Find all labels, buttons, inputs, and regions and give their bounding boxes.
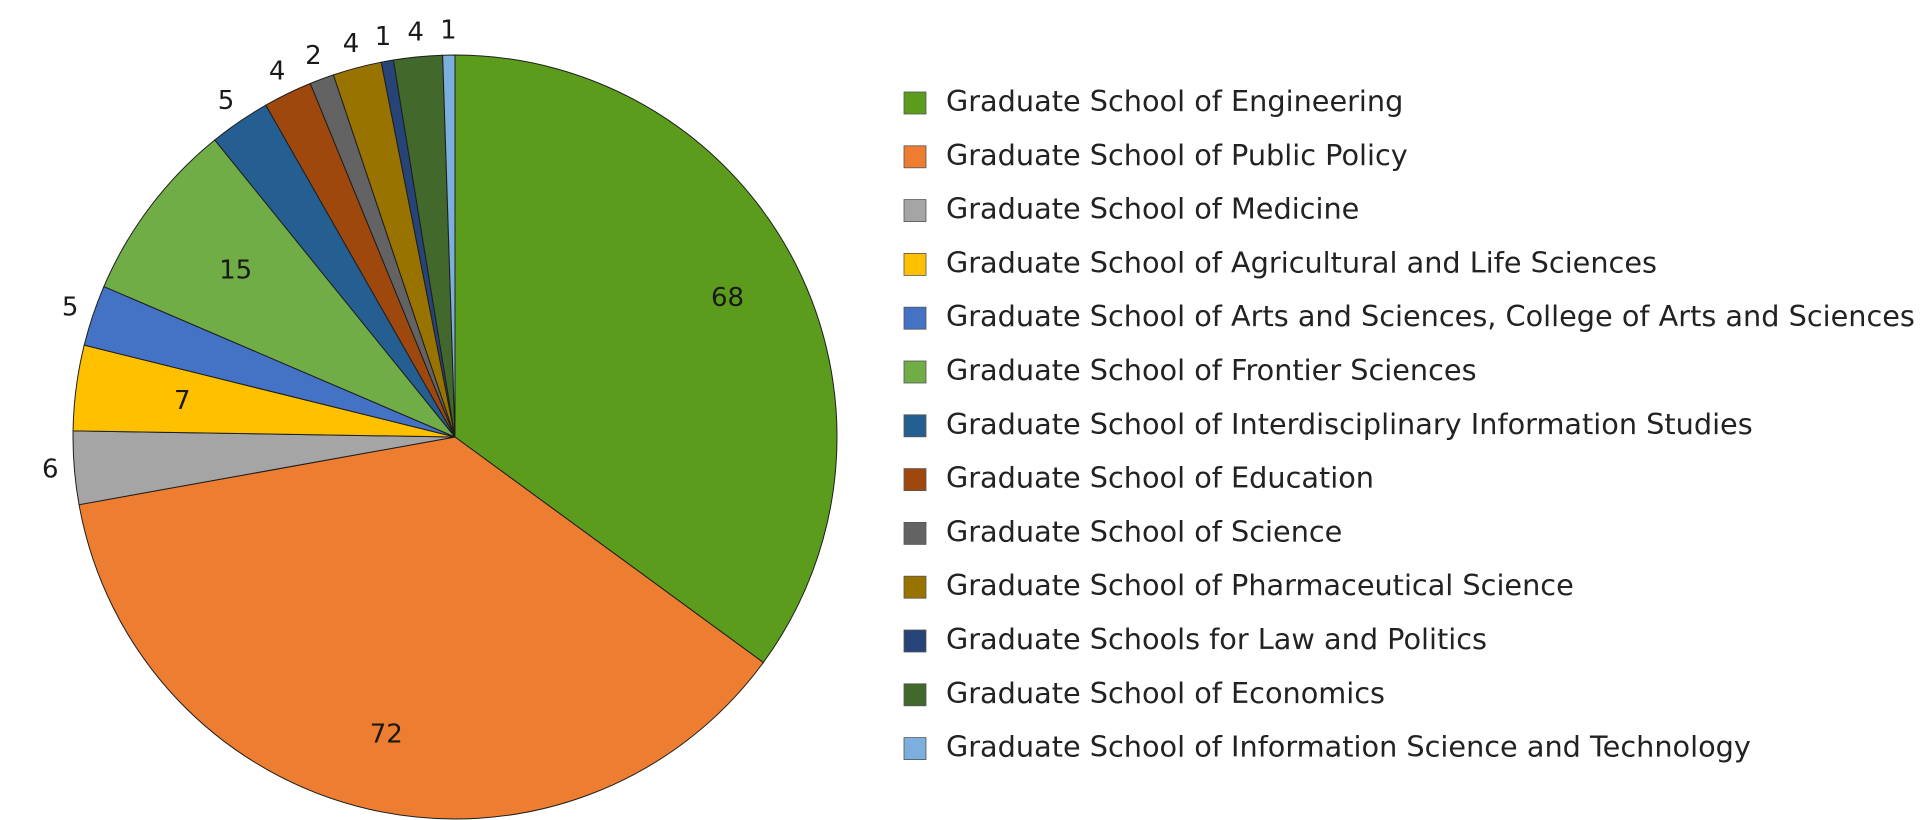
pie-slices — [72, 54, 838, 820]
legend-item: Graduate School of Public Policy — [903, 138, 1408, 172]
legend-item: Graduate School of Frontier Sciences — [903, 353, 1477, 387]
legend-label: Graduate School of Agricultural and Life… — [946, 245, 1657, 279]
legend-item: Graduate School of Engineering — [903, 84, 1403, 118]
legend-label: Graduate School of Frontier Sciences — [946, 353, 1477, 387]
legend-swatch — [903, 468, 927, 492]
legend-label: Graduate School of Engineering — [946, 84, 1403, 118]
pie-data-label: 6 — [42, 454, 59, 484]
pie-data-label: 4 — [269, 57, 286, 87]
pie-data-label: 4 — [407, 17, 424, 47]
legend-item: Graduate School of Science — [903, 514, 1342, 548]
legend-label: Graduate School of Arts and Sciences, Co… — [946, 299, 1915, 333]
pie-data-label: 68 — [711, 283, 744, 313]
legend-swatch — [903, 414, 927, 438]
legend-item: Graduate School of Medicine — [903, 192, 1359, 226]
legend-item: Graduate School of Agricultural and Life… — [903, 245, 1657, 279]
legend-item: Graduate School of Education — [903, 461, 1374, 495]
legend-item: Graduate School of Pharmaceutical Scienc… — [903, 568, 1574, 602]
pie-slice — [78, 436, 765, 820]
legend-label: Graduate School of Education — [946, 461, 1374, 495]
legend-swatch — [903, 737, 927, 760]
pie-data-label: 4 — [343, 29, 360, 59]
legend-item: Graduate School of Economics — [903, 676, 1385, 710]
legend-swatch — [903, 683, 927, 707]
legend-item: Graduate Schools for Law and Politics — [903, 622, 1487, 656]
legend-label: Graduate School of Public Policy — [946, 138, 1408, 172]
pie-data-label: 1 — [440, 16, 457, 46]
legend-swatch — [903, 91, 927, 115]
legend-label: Graduate School of Science — [946, 514, 1342, 548]
pie-slice — [454, 54, 838, 664]
pie-slice — [442, 54, 456, 438]
legend-label: Graduate School of Information Science a… — [946, 730, 1751, 764]
pie-data-label: 72 — [370, 719, 403, 749]
pie-data-label: 5 — [218, 86, 235, 116]
legend-item: Graduate School of Interdisciplinary Inf… — [903, 407, 1753, 441]
legend-label: Graduate Schools for Law and Politics — [946, 622, 1487, 656]
pie-data-label: 2 — [305, 41, 322, 71]
legend-swatch — [903, 575, 927, 599]
legend-swatch — [903, 199, 927, 223]
legend-label: Graduate School of Economics — [946, 676, 1385, 710]
legend-swatch — [903, 252, 927, 276]
pie-data-label: 5 — [62, 292, 79, 322]
pie-data-label: 7 — [174, 386, 191, 416]
legend-label: Graduate School of Interdisciplinary Inf… — [946, 407, 1753, 441]
legend-item: Graduate School of Information Science a… — [903, 730, 1751, 764]
legend-swatch — [903, 522, 927, 545]
legend-swatch — [903, 306, 927, 330]
chart-legend: Graduate School of Engineering Graduate S… — [903, 84, 1915, 764]
pie-data-label: 1 — [375, 22, 392, 52]
legend-item: Graduate School of Arts and Sciences, Co… — [903, 299, 1915, 333]
legend-swatch — [903, 145, 927, 169]
pie-data-label: 15 — [219, 256, 252, 286]
legend-swatch — [903, 360, 927, 384]
pie-slice — [103, 139, 456, 438]
legend-label: Graduate School of Pharmaceutical Scienc… — [946, 568, 1574, 602]
legend-swatch — [903, 629, 927, 653]
legend-label: Graduate School of Medicine — [946, 192, 1359, 226]
